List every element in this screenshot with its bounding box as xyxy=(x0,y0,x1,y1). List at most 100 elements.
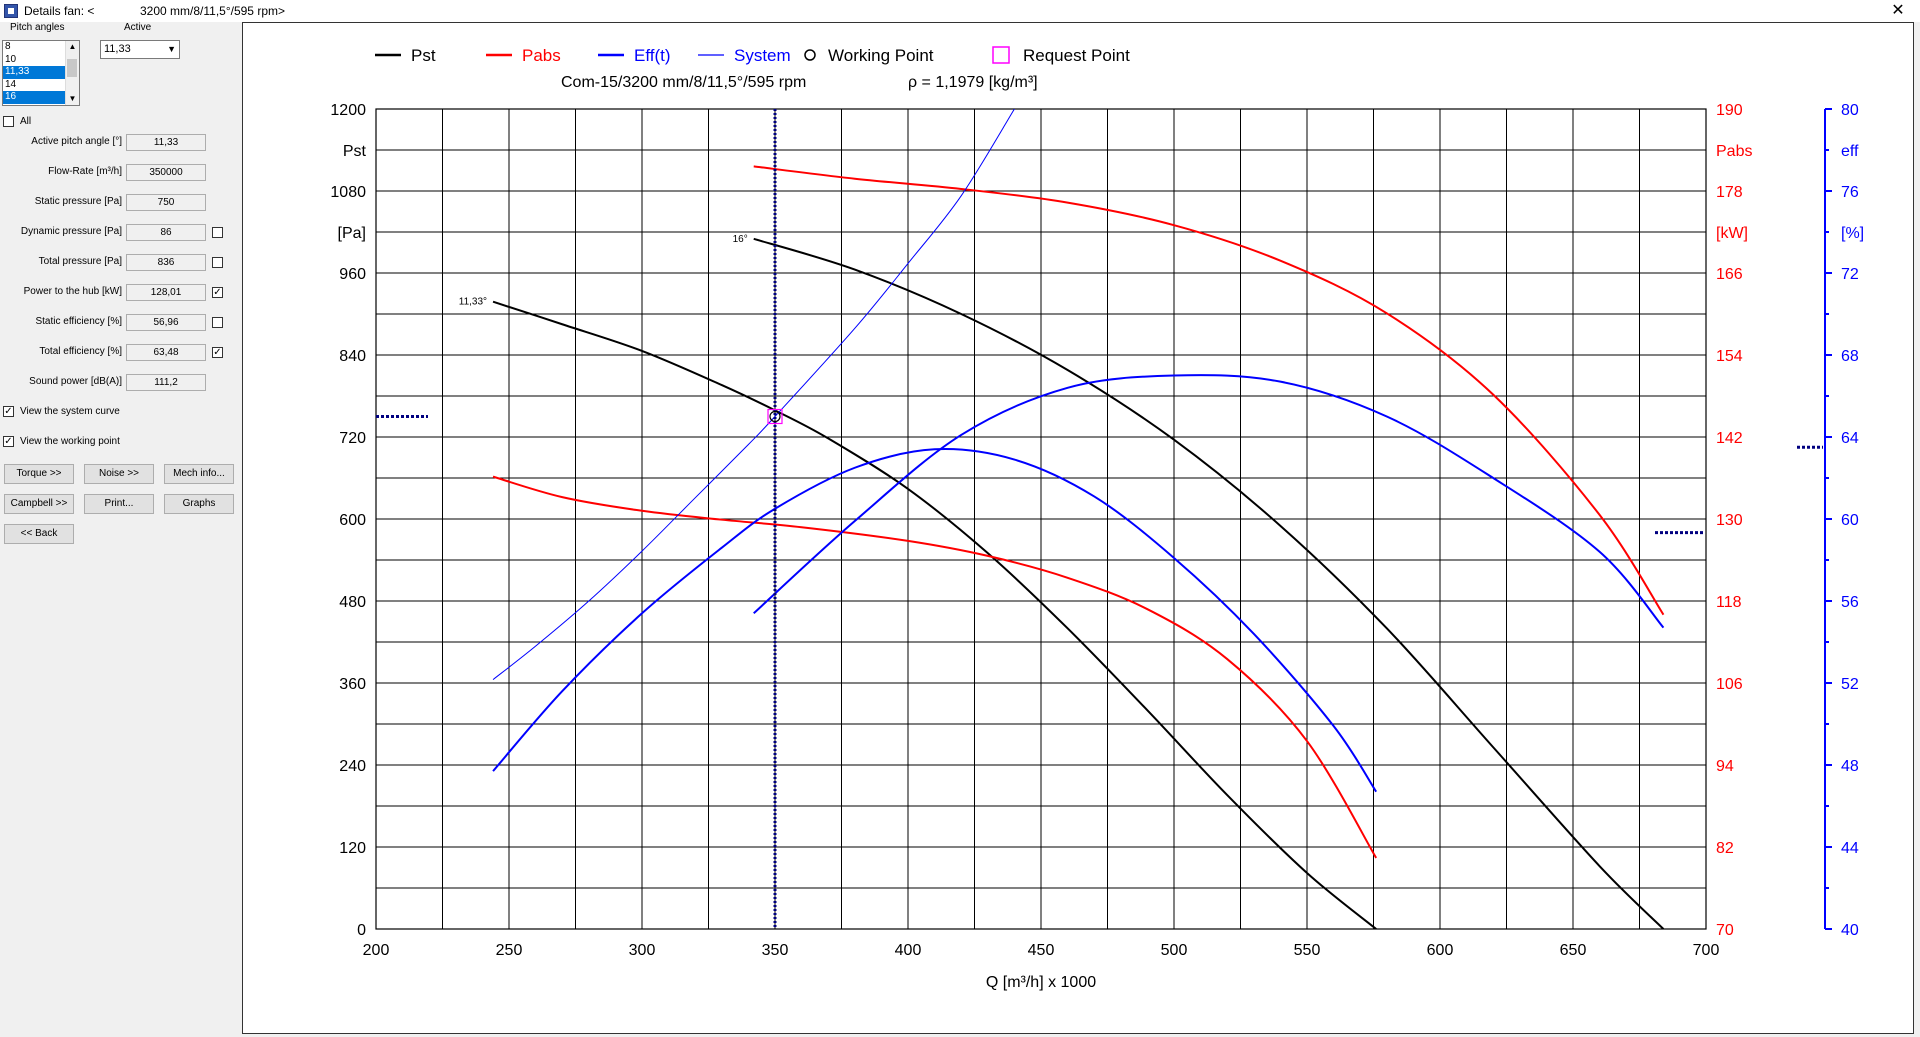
x-axis-label: Q [m³/h] x 1000 xyxy=(986,974,1096,991)
eff-tick-label: 40 xyxy=(1841,922,1859,939)
close-button[interactable]: ✕ xyxy=(1891,2,1905,19)
pabs-tick-label: 94 xyxy=(1716,758,1734,775)
chevron-down-icon: ▼ xyxy=(167,44,176,54)
window-title-prefix: Details fan: < xyxy=(24,4,95,18)
x-tick-label: 700 xyxy=(1693,942,1720,959)
pst-tick-label: 960 xyxy=(339,266,366,283)
all-checkbox[interactable] xyxy=(3,116,14,127)
pabs-tick-label: 154 xyxy=(1716,348,1743,365)
field-checkbox[interactable] xyxy=(212,317,223,328)
eff-tick-label: 60 xyxy=(1841,512,1859,529)
legend-swatch xyxy=(804,49,816,61)
field-checkbox[interactable] xyxy=(212,257,223,268)
legend-label: Working Point xyxy=(828,46,934,65)
series-pst-16 xyxy=(753,237,1665,929)
field-checkbox[interactable]: ✓ xyxy=(212,287,223,298)
view-system-curve-checkbox[interactable]: ✓ xyxy=(3,406,14,417)
field-value: 111,2 xyxy=(126,374,206,391)
pabs-axis-unit: [kW] xyxy=(1716,225,1748,242)
eff-axis-unit: [%] xyxy=(1841,225,1864,242)
field-checkbox[interactable]: ✓ xyxy=(212,347,223,358)
torque-button[interactable]: Torque >> xyxy=(4,464,74,484)
x-tick-label: 600 xyxy=(1427,942,1454,959)
field-label: Power to the hub [kW] xyxy=(23,286,122,297)
pabs-tick-label: 106 xyxy=(1716,676,1743,693)
field-label: Flow-Rate [m³/h] xyxy=(48,166,122,177)
series-pabs-1133 xyxy=(492,475,1378,859)
pst-tick-label: 480 xyxy=(339,594,366,611)
active-label: Active xyxy=(124,22,152,33)
plot-border xyxy=(375,108,1707,930)
pitch-angle-item[interactable]: 11,33 xyxy=(3,66,67,79)
campbell-button[interactable]: Campbell >> xyxy=(4,494,74,514)
field-value: 56,96 xyxy=(126,314,206,331)
pitch-angle-item[interactable]: 10 xyxy=(5,53,17,65)
view-working-point-checkbox[interactable]: ✓ xyxy=(3,436,14,447)
field-checkbox[interactable] xyxy=(212,227,223,238)
pst-tick-label: 720 xyxy=(339,430,366,447)
pitch-angle-item[interactable]: 14 xyxy=(5,78,17,90)
x-tick-label: 550 xyxy=(1294,942,1321,959)
view-system-curve-label: View the system curve xyxy=(20,406,120,417)
x-tick-label: 300 xyxy=(629,942,656,959)
pst-tick-label: 840 xyxy=(339,348,366,365)
field-value: 86 xyxy=(126,224,206,241)
pitch-angle-item[interactable]: 16 xyxy=(3,91,67,104)
app-icon xyxy=(4,4,18,18)
field-label: Static efficiency [%] xyxy=(35,316,122,327)
x-tick-label: 450 xyxy=(1028,942,1055,959)
legend-label: Pabs xyxy=(522,46,561,65)
pabs-axis-name: Pabs xyxy=(1716,143,1752,160)
series-pst-1133 xyxy=(492,300,1377,929)
all-label: All xyxy=(20,116,32,127)
request-point-marker xyxy=(767,408,783,425)
chart-density: ρ = 1,1979 [kg/m³] xyxy=(908,74,1038,91)
active-pitch-select[interactable]: 11,33 ▼ xyxy=(100,40,180,59)
legend-label: Request Point xyxy=(1023,46,1130,65)
eff-tick-label: 80 xyxy=(1841,102,1859,119)
eff-axis-name: eff xyxy=(1841,143,1859,160)
field-value: 63,48 xyxy=(126,344,206,361)
field-label: Active pitch angle [°] xyxy=(31,136,122,147)
chart-area: 200 250 300 350 400 450 500 550 600 650 700 Q [m³/h… xyxy=(242,22,1914,1034)
pst-tick-label: 120 xyxy=(339,840,366,857)
pabs-tick-label: 130 xyxy=(1716,512,1743,529)
eff-tick-label: 68 xyxy=(1841,348,1859,365)
eff-tick-label: 72 xyxy=(1841,266,1859,283)
noise-button[interactable]: Noise >> xyxy=(84,464,154,484)
pabs-tick-label: 178 xyxy=(1716,184,1743,201)
scroll-up-icon[interactable]: ▲ xyxy=(68,42,77,51)
pitch-angle-item[interactable]: 8 xyxy=(5,41,11,52)
list-scrollbar[interactable]: ▲ ▼ xyxy=(65,41,79,105)
field-value: 128,01 xyxy=(126,284,206,301)
pitch-angles-label: Pitch angles xyxy=(10,22,65,33)
pabs-tick-label: 82 xyxy=(1716,840,1734,857)
x-tick-label: 650 xyxy=(1560,942,1587,959)
legend-label: Pst xyxy=(411,46,436,65)
pitch-angle-label: 11,33° xyxy=(459,297,487,308)
back-button[interactable]: << Back xyxy=(4,524,74,544)
graphs-button[interactable]: Graphs xyxy=(164,494,234,514)
field-label: Total efficiency [%] xyxy=(39,346,122,357)
x-tick-label: 500 xyxy=(1161,942,1188,959)
pitch-angles-list[interactable]: 8 10 11,33 14 16 ▲ ▼ xyxy=(2,40,80,106)
scroll-down-icon[interactable]: ▼ xyxy=(68,94,77,103)
x-tick-label: 400 xyxy=(895,942,922,959)
pabs-tick-label: 190 xyxy=(1716,102,1743,119)
field-label: Dynamic pressure [Pa] xyxy=(20,226,122,237)
working-point-marker xyxy=(769,410,781,423)
title-bar: Details fan: < 3200 mm/8/11,5°/595 rpm> … xyxy=(0,0,1920,22)
pst-tick-label: 360 xyxy=(339,676,366,693)
active-pitch-value: 11,33 xyxy=(104,43,131,55)
x-tick-label: 250 xyxy=(496,942,523,959)
print-button[interactable]: Print... xyxy=(84,494,154,514)
pst-axis-unit: [Pa] xyxy=(338,225,366,242)
mech-info-button[interactable]: Mech info... xyxy=(164,464,234,484)
eff-tick-label: 56 xyxy=(1841,594,1859,611)
view-working-point-label: View the working point xyxy=(20,436,120,447)
scroll-thumb[interactable] xyxy=(67,59,77,77)
chart-title: Com-15/3200 mm/8/11,5°/595 rpm xyxy=(561,74,806,91)
field-label: Total pressure [Pa] xyxy=(38,256,122,267)
pst-axis-name: Pst xyxy=(343,143,367,160)
